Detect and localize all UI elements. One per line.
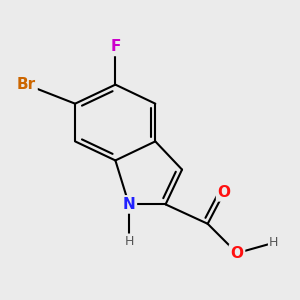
Text: H: H (124, 235, 134, 248)
Text: O: O (218, 185, 231, 200)
Text: N: N (123, 197, 135, 212)
Text: F: F (110, 39, 121, 54)
Text: H: H (269, 236, 278, 249)
Text: O: O (230, 246, 244, 261)
Text: Br: Br (17, 77, 36, 92)
